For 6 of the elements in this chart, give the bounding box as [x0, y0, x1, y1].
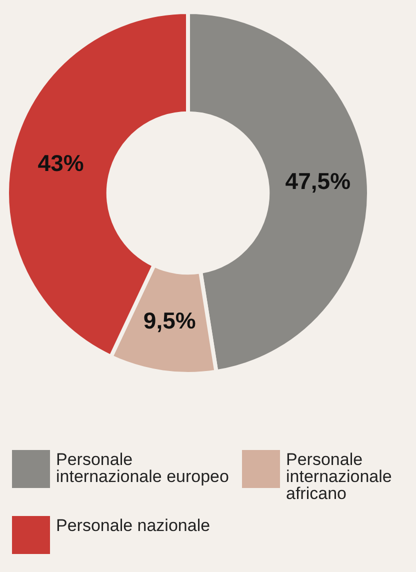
- data-label: 47,5%: [285, 168, 351, 194]
- data-label: 9,5%: [143, 307, 196, 334]
- legend-label: Personale nazionale: [56, 516, 210, 535]
- data-label: 43%: [38, 150, 84, 176]
- legend-label: Personale internazionale africano: [286, 450, 393, 503]
- legend-label: Personale internazionale europeo: [56, 450, 230, 486]
